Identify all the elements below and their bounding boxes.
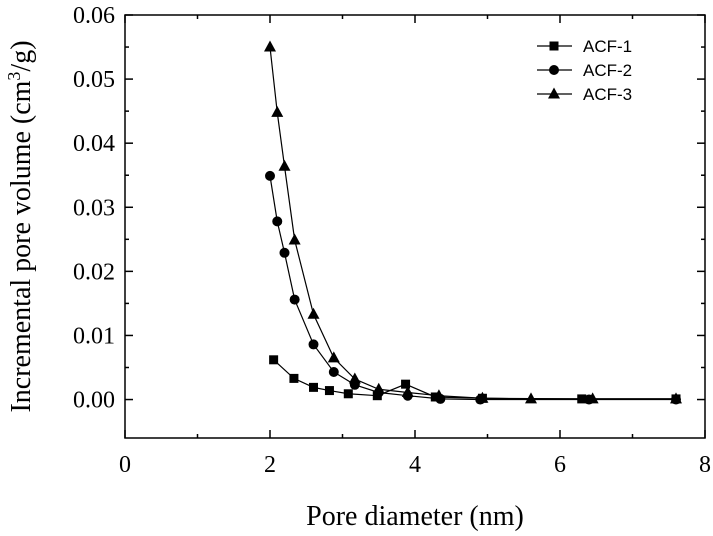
x-tick-label: 8 [699, 452, 711, 478]
legend-label: ACF-3 [583, 85, 632, 104]
y-tick-label: 0.01 [73, 323, 115, 349]
data-point-acf-3-1 [271, 105, 284, 117]
data-point-acf-3-13 [670, 392, 682, 404]
y-axis-label: Incremental pore volume (cm3/g) [4, 40, 37, 412]
data-point-acf-2-5 [328, 366, 339, 377]
y-axis-label-unit: /g) [6, 40, 37, 71]
x-tick-label: 6 [554, 452, 566, 478]
legend-marker [549, 65, 559, 75]
data-point-acf-1-4 [343, 389, 353, 399]
data-point-acf-1-2 [309, 382, 318, 392]
legend-item-acf-2: ACF-2 [537, 61, 632, 80]
series-acf-2 [265, 170, 681, 405]
data-point-acf-3-4 [307, 307, 320, 319]
series-acf-1 [269, 355, 681, 404]
series-line-acf-1 [273, 359, 676, 400]
data-point-acf-3-10 [476, 391, 489, 403]
data-point-acf-1-1 [289, 373, 299, 383]
data-point-acf-3-0 [264, 40, 276, 52]
data-point-acf-2-2 [279, 247, 290, 258]
y-axis-label-main: Incremental pore volume (cm [6, 80, 37, 412]
data-point-acf-3-5 [327, 351, 340, 363]
data-point-acf-3-2 [278, 159, 291, 171]
data-point-acf-3-6 [348, 372, 361, 384]
x-axis-label: Pore diameter (nm) [306, 501, 524, 532]
series-acf-3 [264, 40, 682, 404]
y-axis-label-superscript: 3 [4, 72, 24, 81]
data-point-acf-3-9 [432, 389, 445, 401]
data-point-acf-3-7 [372, 382, 385, 394]
data-point-acf-2-0 [265, 170, 275, 181]
data-point-acf-3-8 [401, 385, 414, 397]
x-tick-label: 4 [409, 452, 421, 478]
legend-marker [549, 41, 559, 51]
x-tick-label: 2 [264, 452, 276, 478]
legend-label: ACF-1 [583, 37, 632, 56]
data-point-acf-3-12 [586, 392, 599, 404]
y-tick-label: 0.04 [73, 131, 115, 157]
data-point-acf-3-11 [525, 392, 537, 404]
data-point-acf-1-3 [324, 386, 334, 396]
data-point-acf-1-0 [269, 355, 279, 365]
data-point-acf-2-3 [289, 294, 300, 305]
data-point-acf-1-6 [401, 379, 411, 389]
data-point-acf-2-1 [272, 216, 283, 227]
legend-marker [548, 87, 560, 99]
x-tick-label: 0 [119, 452, 131, 478]
series-line-acf-3 [269, 46, 676, 400]
y-tick-label: 0.00 [73, 388, 115, 414]
axis-layer: 0 2 4 6 8 0.00 0.01 0.02 0.03 0.04 0.05 0.06 Pore di… [4, 3, 711, 532]
legend-label: ACF-2 [583, 61, 632, 80]
legend-item-acf-3: ACF-3 [537, 85, 632, 104]
series-line-acf-2 [269, 175, 676, 401]
data-point-acf-2-4 [308, 339, 319, 350]
legend: ACF-1 ACF-2 ACF-3 [537, 37, 632, 104]
y-tick-label: 0.06 [73, 3, 115, 29]
y-tick-label: 0.03 [73, 195, 115, 221]
y-tick-label: 0.05 [73, 67, 115, 93]
plot-layer [264, 40, 682, 405]
y-tick-label: 0.02 [73, 259, 115, 285]
legend-item-acf-1: ACF-1 [537, 37, 632, 56]
data-point-acf-3-3 [288, 233, 301, 245]
